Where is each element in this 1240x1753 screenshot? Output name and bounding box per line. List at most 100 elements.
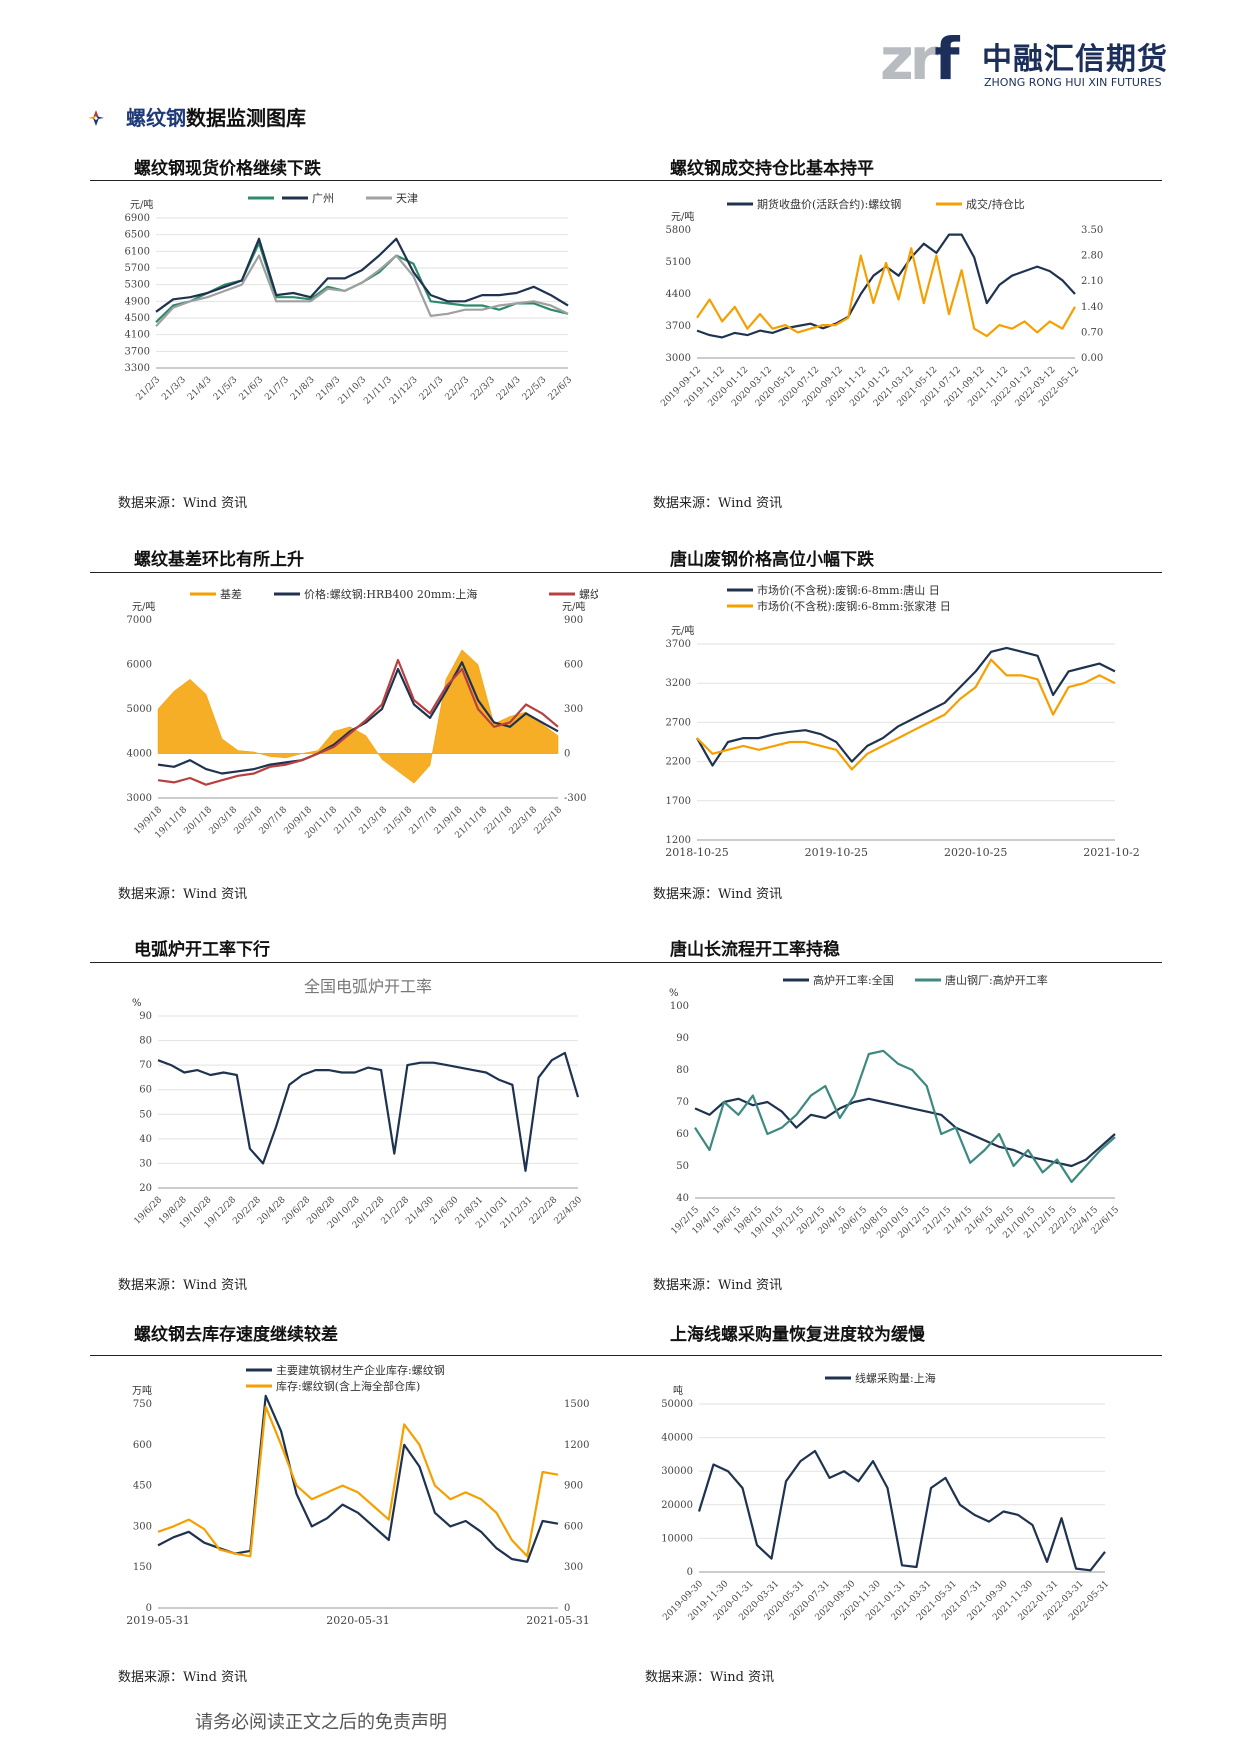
logo-mark: zrf xyxy=(880,25,960,93)
divider xyxy=(90,572,1162,573)
data-source: 数据来源：Wind 资讯 xyxy=(653,887,783,902)
y-tick-label: 20000 xyxy=(661,1500,693,1511)
y-tick-label: 50 xyxy=(676,1161,689,1172)
x-tick-label: 2021-05-31 xyxy=(526,1614,589,1627)
y2-tick-label: 1200 xyxy=(564,1440,589,1451)
panel-title-6: 唐山长流程开工率持稳 xyxy=(670,940,840,960)
divider xyxy=(90,180,1162,181)
y-axis-label: 元/吨 xyxy=(132,600,155,613)
y-tick-label: 0 xyxy=(146,1603,152,1614)
y-tick-label: 4100 xyxy=(125,330,150,341)
panel-title-5: 电弧炉开工率下行 xyxy=(134,940,270,960)
y-tick-label: 60 xyxy=(139,1085,152,1096)
y-tick-label: 450 xyxy=(133,1481,152,1492)
x-tick-label: 22/4/3 xyxy=(495,375,523,403)
x-tick-label: 21/6/3 xyxy=(238,375,266,403)
y-tick-label: 50 xyxy=(139,1109,152,1120)
y-axis-label: 吨 xyxy=(673,1384,683,1397)
y-tick-label: 4900 xyxy=(125,296,150,307)
y2-tick-label: 300 xyxy=(564,1562,583,1573)
chart-scrap-price: 1200 1700 2200 2700 3200 3700 元/吨 2018-10-25 201… xyxy=(665,583,1140,859)
legend-label: 螺纹钢 xyxy=(579,587,598,601)
y-tick-label: 3700 xyxy=(666,321,691,332)
y-tick-label: 90 xyxy=(676,1033,689,1044)
y2-tick-label: 2.80 xyxy=(1081,251,1103,262)
panel-title-1: 螺纹钢现货价格继续下跌 xyxy=(134,159,321,179)
divider xyxy=(90,1355,1162,1356)
y-tick-label: 70 xyxy=(676,1097,689,1108)
y2-tick-label: 0.70 xyxy=(1081,327,1103,338)
y-tick-label: 0 xyxy=(687,1567,693,1578)
y-tick-label: 3300 xyxy=(125,363,150,374)
logo-company-name-en: ZHONG RONG HUI XIN FUTURES xyxy=(984,76,1162,89)
y-tick-label: 150 xyxy=(133,1562,152,1573)
y2-tick-label: 0.00 xyxy=(1081,353,1103,364)
series-line-1 xyxy=(697,1449,1106,1572)
y2-tick-label: 0 xyxy=(564,1603,570,1614)
y-tick-label: 3700 xyxy=(125,346,150,357)
y2-tick-label: 1500 xyxy=(564,1399,589,1410)
y2-tick-label: -300 xyxy=(564,793,586,804)
data-source: 数据来源：Wind 资讯 xyxy=(118,887,248,902)
series-line-3 xyxy=(157,658,559,786)
series-line-2 xyxy=(696,658,1116,771)
x-tick-label: 21/4/3 xyxy=(186,375,214,403)
y-tick-label: 6000 xyxy=(127,660,152,671)
y-tick-label: 5300 xyxy=(125,280,150,291)
legend-label: 期货收盘价(活跃合约):螺纹钢 xyxy=(757,197,901,211)
x-tick-label: 21/2/3 xyxy=(135,375,163,403)
x-tick-label: 2019-05-31 xyxy=(126,1614,189,1627)
x-tick-label: 22/5/3 xyxy=(521,375,549,403)
panel-title-7: 螺纹钢去库存速度继续较差 xyxy=(134,1325,338,1345)
legend-label: 库存:螺纹钢(含上海全部仓库) xyxy=(276,1379,420,1393)
y-tick-label: 2700 xyxy=(666,717,691,728)
y-tick-label: 300 xyxy=(133,1521,152,1532)
legend-label: 主要建筑钢材生产企业库存:螺纹钢 xyxy=(276,1363,445,1377)
series-line-1 xyxy=(694,1097,1116,1168)
x-tick-label: 2019-10-25 xyxy=(805,846,868,859)
y-axis-label: % xyxy=(132,998,142,1009)
x-tick-label: 22/3/3 xyxy=(469,375,497,403)
y-axis-label: 元/吨 xyxy=(671,210,694,223)
x-tick-label: 2021-10-25 xyxy=(1083,846,1140,859)
y-tick-label: 1700 xyxy=(666,796,691,807)
y-tick-label: 50000 xyxy=(661,1399,693,1410)
divider xyxy=(90,962,1162,963)
y-tick-label: 5700 xyxy=(125,263,150,274)
panel-title-3: 螺纹基差环比有所上升 xyxy=(134,550,304,570)
data-source: 数据来源：Wind 资讯 xyxy=(118,1670,248,1685)
y-tick-label: 6500 xyxy=(125,230,150,241)
legend-label: 成交/持仓比 xyxy=(966,197,1025,211)
series-line-1 xyxy=(157,1394,559,1563)
y-tick-label: 750 xyxy=(133,1399,152,1410)
legend-label: 基差 xyxy=(220,587,242,601)
y-tick-label: 40000 xyxy=(661,1433,693,1444)
logo-company-name: 中融汇信期货 xyxy=(982,42,1168,77)
x-tick-label: 22/5/18 xyxy=(533,805,565,837)
y-tick-label: 5800 xyxy=(666,225,691,236)
y-axis-label: 元/吨 xyxy=(130,198,153,211)
chart-rebar-inventory: 0 150 300 450 600 750 0 300 600 900 1200 1500 万吨 2019… xyxy=(126,1363,589,1627)
y-tick-label: 4000 xyxy=(127,749,152,760)
series-line-3 xyxy=(155,254,569,328)
data-source: 数据来源：Wind 资讯 xyxy=(118,496,248,511)
data-source: 数据来源：Wind 资讯 xyxy=(653,496,783,511)
panel-title-2: 螺纹钢成交持仓比基本持平 xyxy=(670,159,874,179)
x-tick-label: 21/8/3 xyxy=(289,375,317,403)
y-tick-label: 40 xyxy=(676,1193,689,1204)
y-tick-label: 5000 xyxy=(127,704,152,715)
series-line-2 xyxy=(696,247,1076,338)
series-line-1 xyxy=(157,1051,580,1172)
section-title: 螺纹钢数据监测图库 xyxy=(88,102,306,131)
y-tick-label: 5100 xyxy=(666,257,691,268)
y-tick-label: 40 xyxy=(139,1134,152,1145)
disclaimer-footer: 请务必阅读正文之后的免责声明 xyxy=(195,1712,447,1733)
legend-label: 价格:螺纹钢:HRB400 20mm:上海 xyxy=(304,587,477,601)
x-tick-label: 21/3/3 xyxy=(160,375,188,403)
y-axis-label: % xyxy=(669,988,679,999)
y-axis-label: 元/吨 xyxy=(671,624,694,637)
data-source: 数据来源：Wind 资讯 xyxy=(653,1278,783,1293)
y-tick-label: 3000 xyxy=(666,353,691,364)
legend-label: 天津 xyxy=(396,192,418,205)
x-tick-label: 22/1/3 xyxy=(418,375,446,403)
